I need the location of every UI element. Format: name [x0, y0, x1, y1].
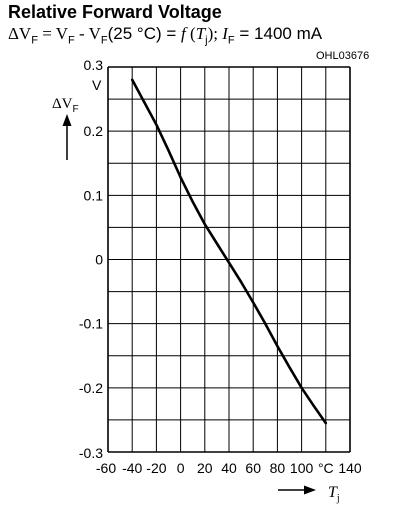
tick-labels: 0.3 0.2 0.1 0 -0.1 -0.2 -0.3-60 -40 -20 0 20 40 60 80…	[79, 57, 362, 476]
y-tick-label: 0	[95, 252, 103, 268]
x-tick-label: 60	[245, 460, 261, 476]
x-tick-label: -40	[122, 460, 142, 476]
chart-subtitle: ΔVF = VF - VF(25 °C) = f (Tj); IF = 1400…	[8, 24, 323, 47]
y-tick-label: -0.1	[79, 316, 103, 332]
x-tick-label: 140	[338, 460, 362, 476]
x-arrow-head	[304, 485, 316, 495]
figure-code: OHL03676	[316, 50, 370, 62]
y-tick-label: -0.2	[79, 380, 103, 396]
series-line	[130, 78, 328, 425]
x-tick-label: 20	[197, 460, 213, 476]
x-tick-label: 40	[221, 460, 237, 476]
y-axis-unit: V	[92, 77, 102, 93]
x-tick-label: 80	[270, 460, 286, 476]
y-tick-label: -0.3	[79, 445, 103, 461]
x-axis-unit: °C	[318, 460, 334, 476]
x-axis-label: Tj	[328, 484, 340, 505]
y-arrow-head	[62, 114, 72, 126]
x-tick-label: 100	[290, 460, 314, 476]
x-tick-label: 0	[177, 460, 185, 476]
y-tick-label: 0.2	[84, 123, 104, 139]
chart-title: Relative Forward Voltage	[8, 2, 222, 22]
y-axis-label: ΔVF	[52, 96, 79, 115]
y-tick-label: 0.3	[84, 57, 104, 73]
x-tick-label: -60	[96, 460, 116, 476]
grid	[107, 66, 351, 453]
y-tick-label: 0.1	[84, 187, 104, 203]
x-tick-label: -20	[146, 460, 166, 476]
